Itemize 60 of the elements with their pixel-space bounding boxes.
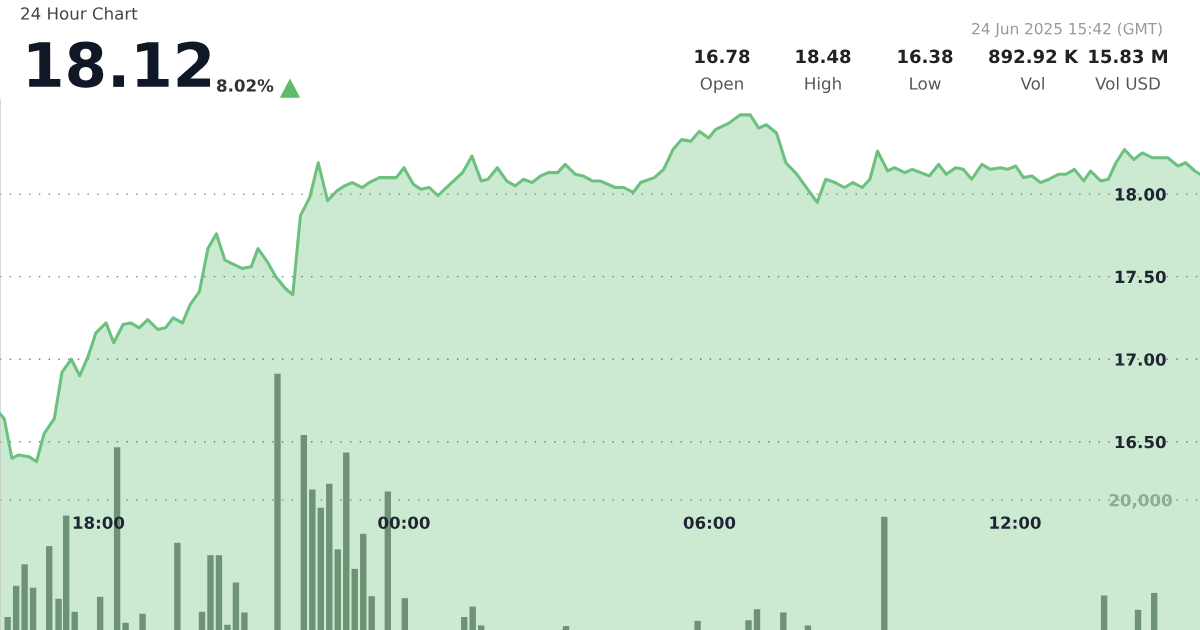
text: 892.92 K <box>989 49 1079 64</box>
bar <box>71 611 78 630</box>
bar <box>29 587 37 630</box>
bar <box>881 516 888 630</box>
bar <box>241 612 248 630</box>
y-tick-label: 17.00 <box>1115 353 1166 366</box>
x-tick-label: 00:00 <box>378 516 430 530</box>
bar <box>317 507 324 630</box>
bar <box>1150 592 1158 630</box>
text: Vol USD <box>1095 76 1160 90</box>
text: 18.12 <box>28 41 210 88</box>
bar <box>96 596 104 630</box>
bar <box>1134 609 1142 630</box>
text: High <box>805 76 841 94</box>
bar <box>334 549 341 630</box>
bar <box>46 546 53 630</box>
bar <box>309 489 316 630</box>
bar <box>401 598 408 630</box>
text: Open <box>700 77 743 94</box>
bar <box>21 564 28 630</box>
bar <box>804 625 812 630</box>
bar <box>215 555 223 630</box>
text: 16.38 <box>898 49 953 64</box>
bar <box>207 555 214 630</box>
bar <box>174 542 181 630</box>
y-tick-label: 16.50 <box>1115 435 1166 449</box>
x-tick-label: 18:00 <box>73 516 125 530</box>
bar <box>780 612 787 630</box>
bar <box>461 616 468 630</box>
chart-subtitle: 24 Hour Chart <box>21 6 138 20</box>
bar <box>4 616 11 630</box>
bar <box>562 626 570 630</box>
bar <box>745 620 752 630</box>
text: 15.83 M <box>1089 49 1168 64</box>
text: 24 Jun 2025 15:42 (GMT) <box>972 22 1162 38</box>
bar <box>198 611 206 630</box>
x-tick-label: 06:00 <box>683 516 736 530</box>
bar <box>1100 595 1108 630</box>
bar <box>478 625 485 630</box>
x-tick-label: 12:00 <box>990 516 1041 530</box>
bar <box>753 609 761 630</box>
bar <box>232 582 240 630</box>
bar <box>368 596 375 630</box>
bar <box>360 533 367 630</box>
y2-tick-label: 20,000 <box>1109 493 1172 509</box>
text: 18.48 <box>796 49 851 64</box>
bar <box>326 483 333 630</box>
text: Low <box>910 77 941 90</box>
bar <box>12 585 20 630</box>
bar <box>694 620 701 630</box>
text: Vol <box>1020 76 1044 90</box>
y-tick-label: 17.50 <box>1115 270 1166 284</box>
text: 8.02% <box>217 79 274 92</box>
text: 16.78 <box>695 49 750 64</box>
bar <box>224 624 231 630</box>
bar <box>122 622 129 630</box>
bar <box>351 568 358 630</box>
bar <box>139 613 146 630</box>
bar <box>469 606 476 630</box>
y-tick-label: 18.00 <box>1115 188 1166 201</box>
